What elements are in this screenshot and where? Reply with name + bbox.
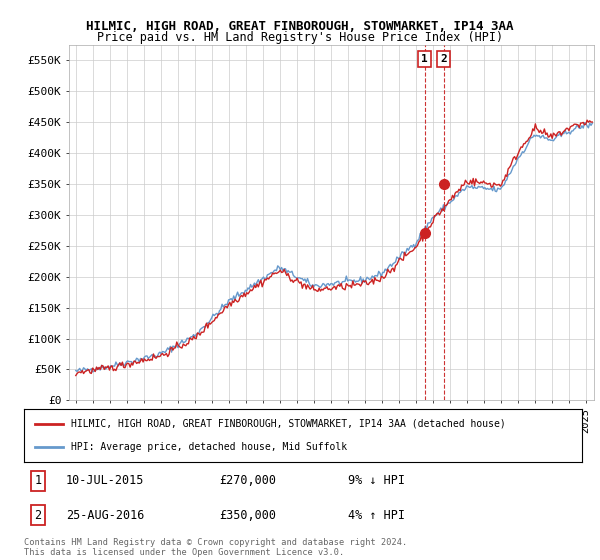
Text: HPI: Average price, detached house, Mid Suffolk: HPI: Average price, detached house, Mid … xyxy=(71,442,347,452)
Text: HILMIC, HIGH ROAD, GREAT FINBOROUGH, STOWMARKET, IP14 3AA: HILMIC, HIGH ROAD, GREAT FINBOROUGH, STO… xyxy=(86,20,514,32)
Text: 2: 2 xyxy=(440,54,447,64)
Text: £350,000: £350,000 xyxy=(220,508,276,521)
Text: HILMIC, HIGH ROAD, GREAT FINBOROUGH, STOWMARKET, IP14 3AA (detached house): HILMIC, HIGH ROAD, GREAT FINBOROUGH, STO… xyxy=(71,419,506,429)
Text: 2: 2 xyxy=(34,508,41,521)
Text: 1: 1 xyxy=(421,54,428,64)
Text: 4% ↑ HPI: 4% ↑ HPI xyxy=(347,508,404,521)
Text: 25-AUG-2016: 25-AUG-2016 xyxy=(66,508,144,521)
Text: 1: 1 xyxy=(34,474,41,487)
Text: £270,000: £270,000 xyxy=(220,474,276,487)
Text: 10-JUL-2015: 10-JUL-2015 xyxy=(66,474,144,487)
Text: Contains HM Land Registry data © Crown copyright and database right 2024.
This d: Contains HM Land Registry data © Crown c… xyxy=(24,538,407,557)
Text: Price paid vs. HM Land Registry's House Price Index (HPI): Price paid vs. HM Land Registry's House … xyxy=(97,31,503,44)
Text: 9% ↓ HPI: 9% ↓ HPI xyxy=(347,474,404,487)
